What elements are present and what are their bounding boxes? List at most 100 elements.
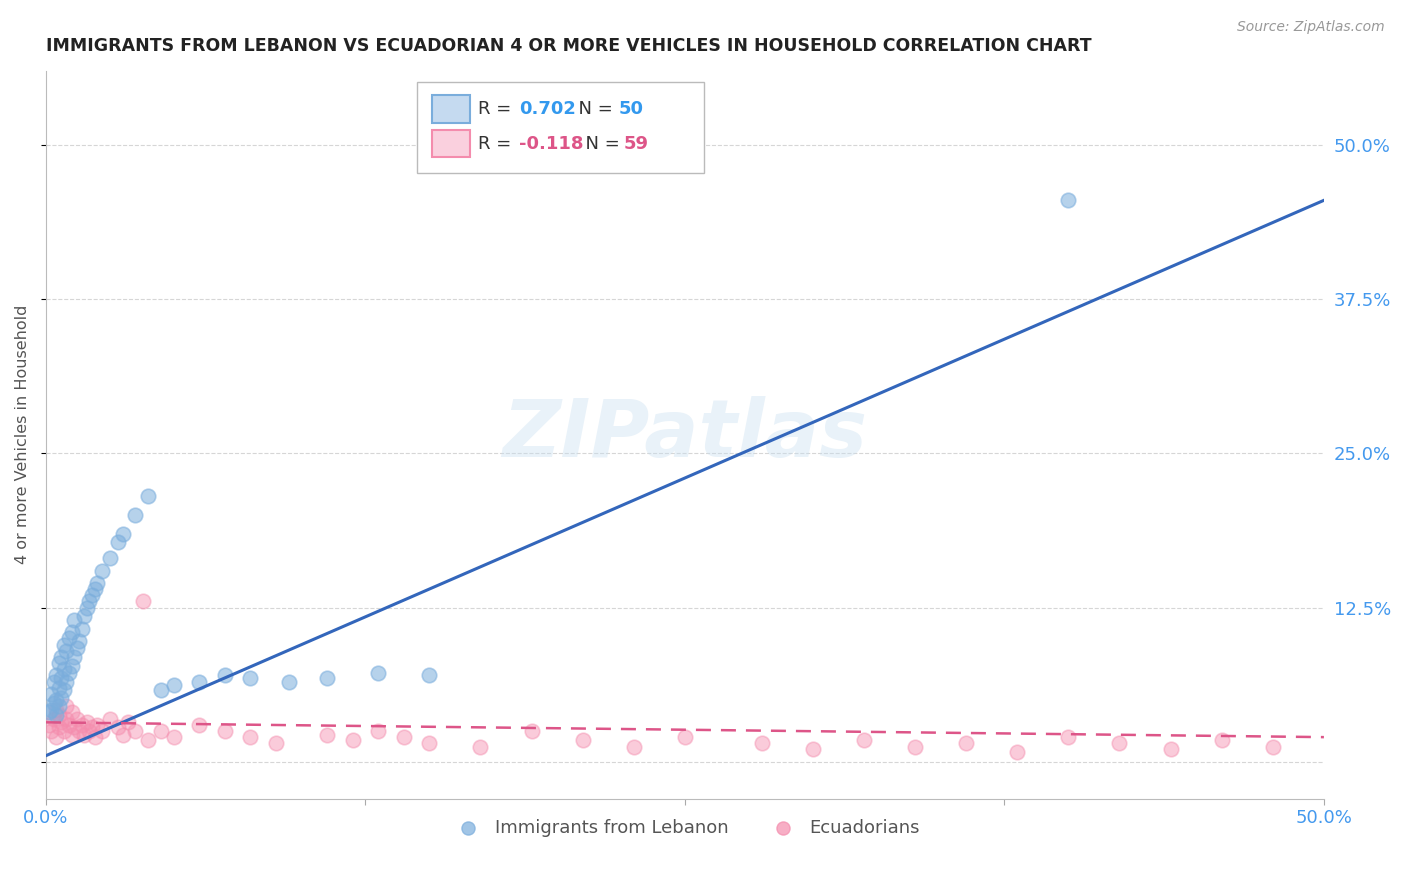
Point xyxy=(1057,194,1080,208)
Point xyxy=(80,588,103,602)
Point xyxy=(42,674,65,689)
Point xyxy=(188,674,211,689)
Point xyxy=(45,707,67,722)
Point xyxy=(239,671,262,685)
Point xyxy=(1057,730,1080,744)
Point xyxy=(60,658,83,673)
Text: Source: ZipAtlas.com: Source: ZipAtlas.com xyxy=(1237,20,1385,34)
Point xyxy=(70,718,93,732)
Point xyxy=(316,728,339,742)
Point xyxy=(214,723,236,738)
Point xyxy=(39,703,62,717)
Point xyxy=(571,732,593,747)
Point xyxy=(63,649,86,664)
Point xyxy=(264,736,287,750)
Point xyxy=(48,681,70,695)
Point xyxy=(852,732,875,747)
Point xyxy=(48,656,70,670)
Point xyxy=(52,662,75,676)
Point xyxy=(79,594,101,608)
Point xyxy=(45,730,67,744)
Point xyxy=(52,638,75,652)
Text: -0.118: -0.118 xyxy=(519,135,583,153)
Point xyxy=(55,674,77,689)
Point xyxy=(58,632,80,646)
Text: 0.702: 0.702 xyxy=(519,100,575,119)
Point xyxy=(149,683,172,698)
Text: R =: R = xyxy=(478,135,517,153)
Point xyxy=(86,718,108,732)
Point xyxy=(42,696,65,710)
Point xyxy=(98,551,121,566)
Point xyxy=(673,730,696,744)
Point xyxy=(39,723,62,738)
Point xyxy=(111,526,134,541)
Point xyxy=(1211,732,1233,747)
Point xyxy=(623,739,645,754)
Point xyxy=(316,671,339,685)
Point xyxy=(342,732,364,747)
Point xyxy=(117,715,139,730)
Text: IMMIGRANTS FROM LEBANON VS ECUADORIAN 4 OR MORE VEHICLES IN HOUSEHOLD CORRELATIO: IMMIGRANTS FROM LEBANON VS ECUADORIAN 4 … xyxy=(46,37,1091,55)
FancyBboxPatch shape xyxy=(432,129,470,157)
Point xyxy=(55,699,77,714)
Point xyxy=(76,600,98,615)
FancyBboxPatch shape xyxy=(416,82,704,173)
Y-axis label: 4 or more Vehicles in Household: 4 or more Vehicles in Household xyxy=(15,305,30,565)
Point xyxy=(136,732,159,747)
Point xyxy=(149,723,172,738)
Point xyxy=(79,723,101,738)
Point xyxy=(70,622,93,636)
Point xyxy=(86,575,108,590)
Text: N =: N = xyxy=(574,135,626,153)
Point xyxy=(55,644,77,658)
Point xyxy=(801,742,824,756)
Point xyxy=(51,715,73,730)
Point xyxy=(188,718,211,732)
Point xyxy=(955,736,977,750)
Point xyxy=(52,723,75,738)
Point xyxy=(76,715,98,730)
Point xyxy=(214,668,236,682)
Point xyxy=(751,736,773,750)
Point xyxy=(38,718,60,732)
Point xyxy=(124,723,146,738)
Point xyxy=(73,609,96,624)
Text: 59: 59 xyxy=(624,135,648,153)
Point xyxy=(51,671,73,685)
Point xyxy=(277,674,299,689)
Point xyxy=(418,668,440,682)
Point xyxy=(107,720,129,734)
Point xyxy=(42,712,65,726)
Point xyxy=(91,564,114,578)
Point xyxy=(67,723,90,738)
Legend: Immigrants from Lebanon, Ecuadorians: Immigrants from Lebanon, Ecuadorians xyxy=(443,812,928,845)
Point xyxy=(38,706,60,720)
Point xyxy=(58,718,80,732)
Point xyxy=(520,723,543,738)
Point xyxy=(45,703,67,717)
Point xyxy=(83,582,105,596)
Point xyxy=(392,730,415,744)
Point xyxy=(367,723,389,738)
Point xyxy=(136,490,159,504)
Point xyxy=(91,723,114,738)
FancyBboxPatch shape xyxy=(432,95,470,123)
Point xyxy=(367,665,389,680)
Point xyxy=(60,728,83,742)
Point xyxy=(63,613,86,627)
Point xyxy=(904,739,927,754)
Point xyxy=(163,678,186,692)
Point xyxy=(163,730,186,744)
Point xyxy=(80,720,103,734)
Point xyxy=(124,508,146,522)
Point xyxy=(66,641,89,656)
Point xyxy=(470,739,492,754)
Point xyxy=(51,649,73,664)
Point xyxy=(48,699,70,714)
Text: 50: 50 xyxy=(619,100,644,119)
Point xyxy=(107,535,129,549)
Point xyxy=(1108,736,1130,750)
Point xyxy=(58,665,80,680)
Point xyxy=(98,712,121,726)
